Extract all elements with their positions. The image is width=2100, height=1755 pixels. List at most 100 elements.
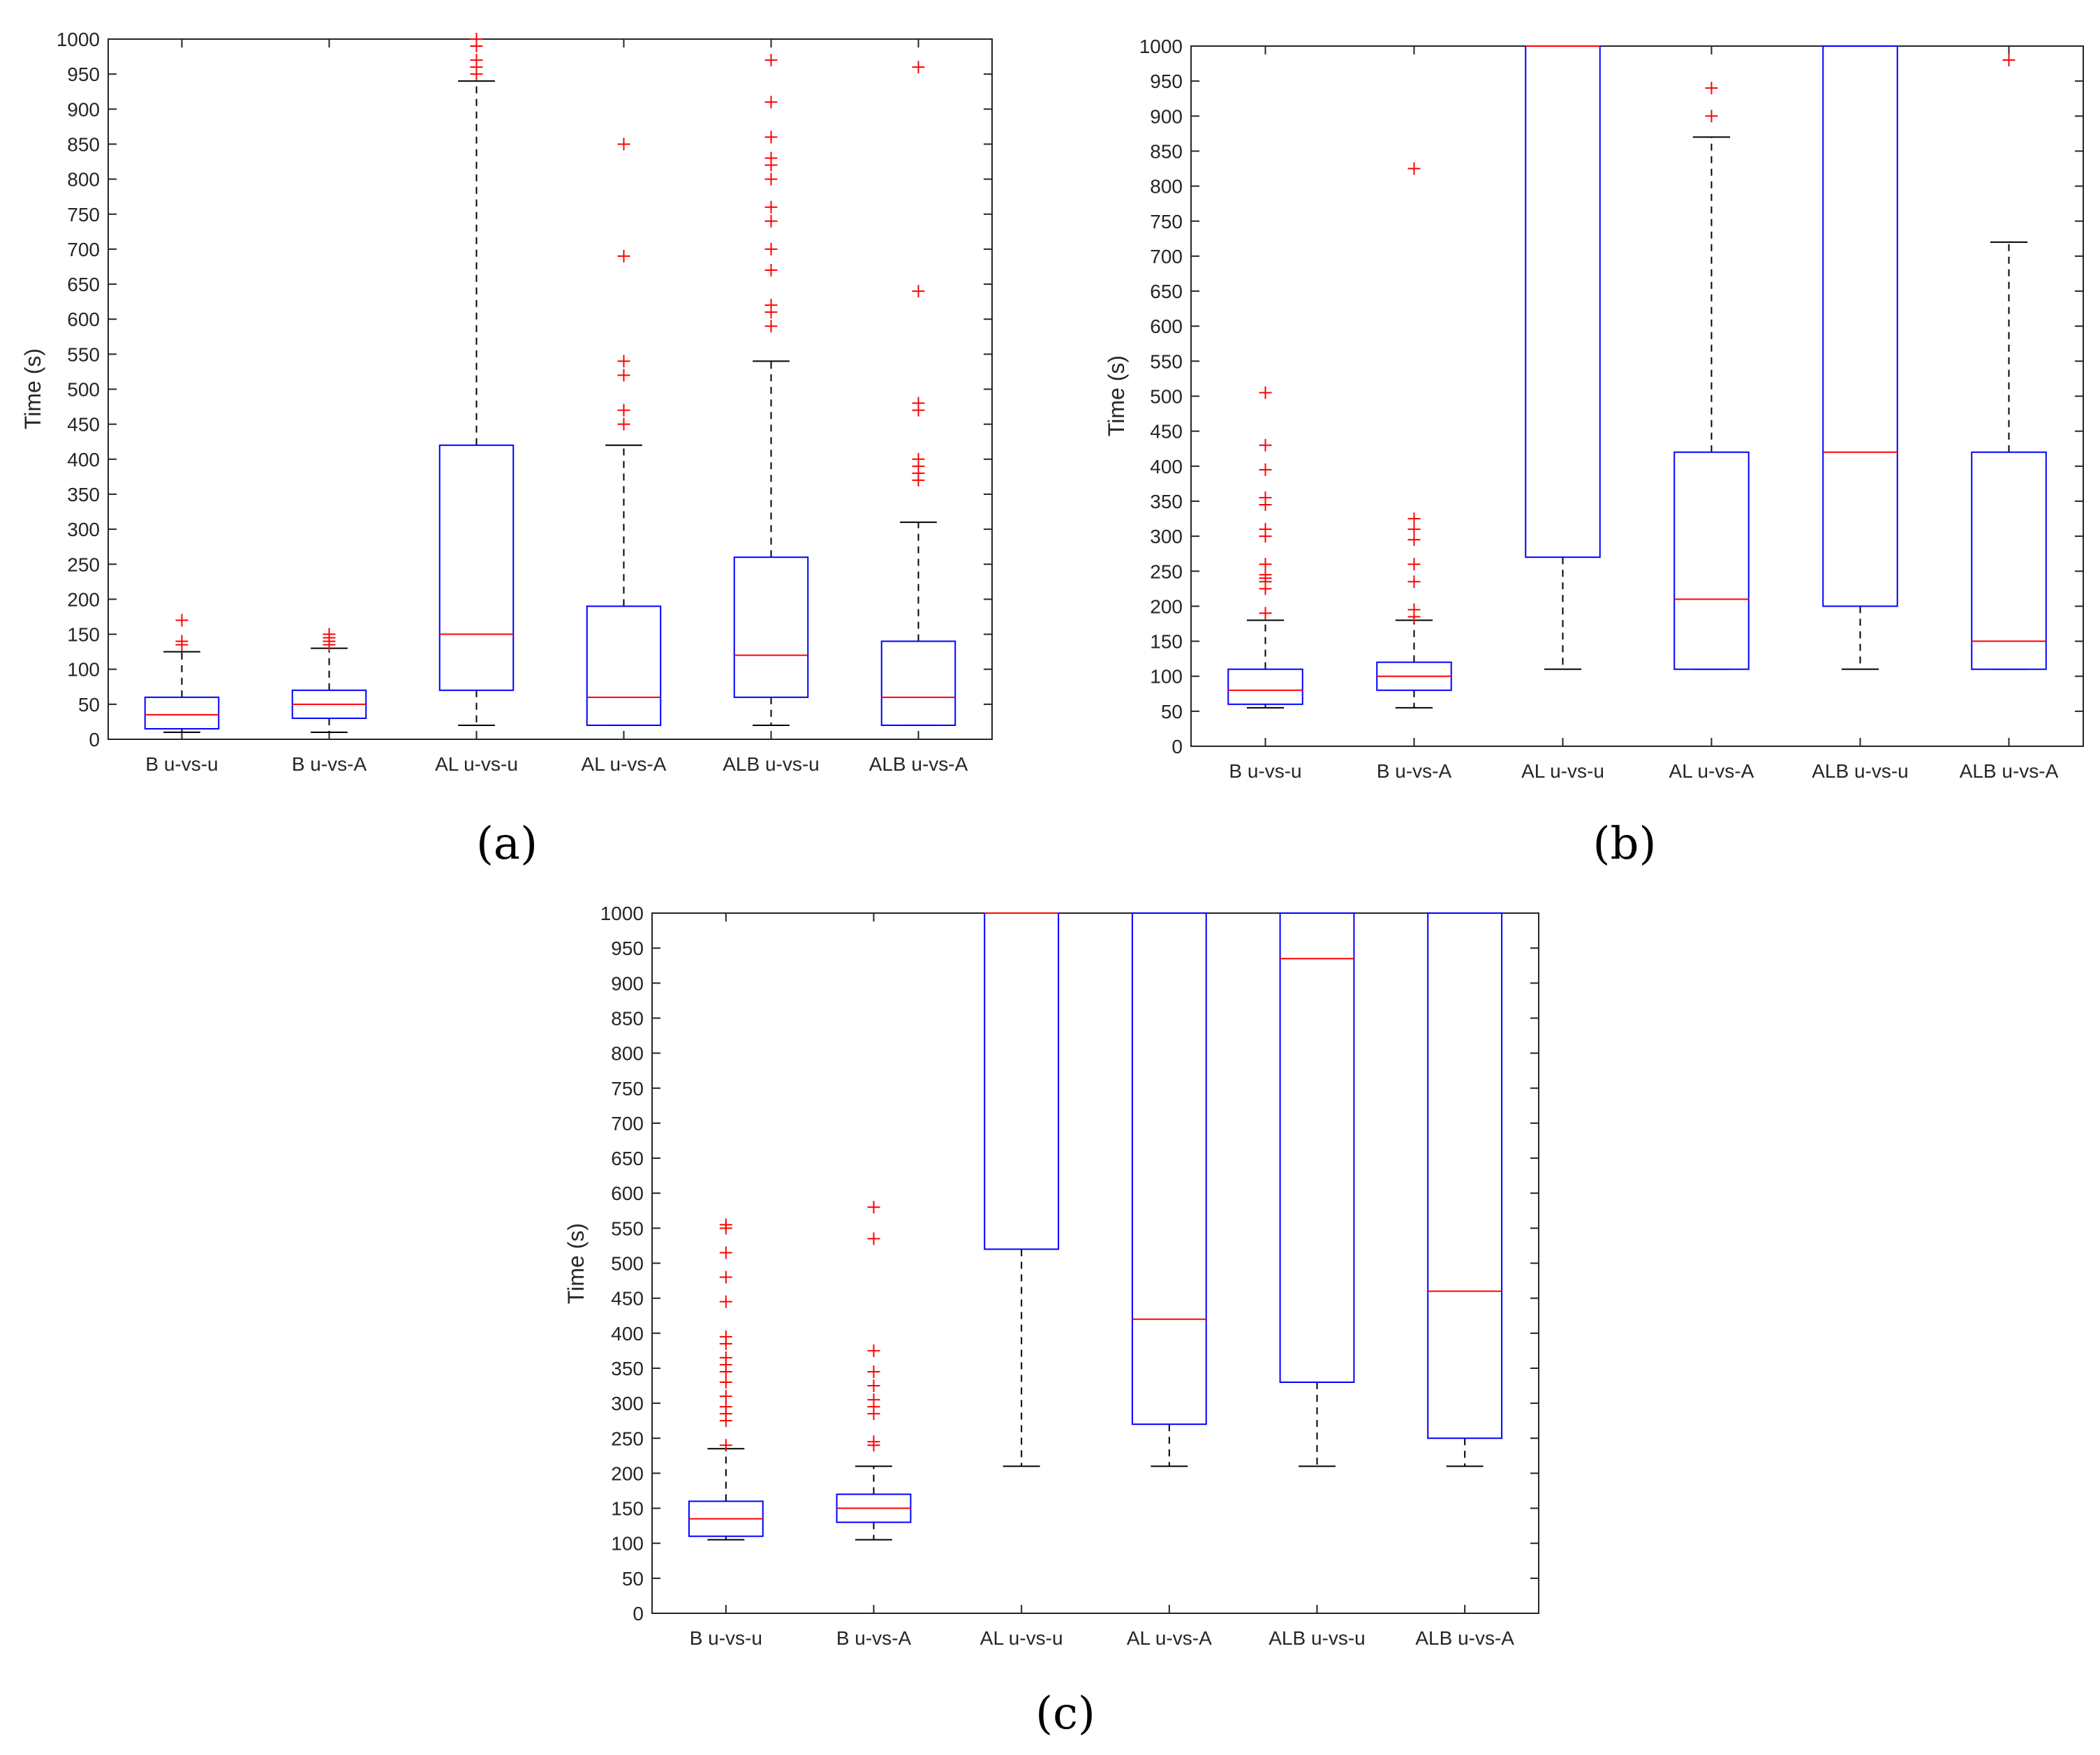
y-tick-label: 550 [611,1217,644,1239]
x-tick-label: B u-vs-A [292,753,367,775]
y-tick-label: 50 [1161,701,1183,723]
box-5 [733,54,809,726]
panel-a: Time (s) (a) 0 50 100 150 200 250 300 350 400 450… [20,29,993,870]
box-4 [1131,912,1207,1467]
y-tick-label: 50 [622,1568,644,1590]
y-tick-label: 300 [67,519,100,540]
y-tick-label: 0 [633,1603,644,1624]
outlier-marker [1407,162,1421,175]
outlier-marker [1259,607,1272,620]
outlier-marker [2002,54,2016,67]
outlier-marker [867,1232,880,1245]
outlier-marker [1705,82,1718,95]
outlier-marker [764,54,778,67]
outlier-marker [867,1365,880,1378]
y-tick-label: 400 [611,1323,644,1345]
x-tick-label: ALB u-vs-u [1269,1627,1366,1649]
outlier-marker [867,1379,880,1393]
y-tick-label: 100 [611,1533,644,1555]
iqr-box [1427,912,1503,1439]
box-6 [1427,912,1503,1467]
panel-c: Time (s) (c) 0 50 100 150 200 250 300 350 400 450… [563,903,1539,1740]
y-tick-label: 700 [1150,246,1183,267]
outlier-marker [1259,491,1272,504]
y-tick-label: 800 [67,169,100,191]
x-tick-label: AL u-vs-u [980,1627,1063,1649]
iqr-box [1279,912,1355,1384]
box-4 [586,138,662,726]
y-tick-label: 500 [67,379,100,401]
panel-label: (b) [1593,818,1657,870]
box-2 [1376,162,1452,709]
y-tick-label: 800 [1150,176,1183,198]
y-tick-label: 700 [67,239,100,260]
outlier-marker [764,242,778,256]
y-tick-label: 250 [67,554,100,575]
y-tick-label: 750 [611,1078,644,1099]
y-tick-label: 250 [611,1428,644,1449]
outlier-marker [1705,110,1718,123]
box-6 [1971,54,2047,670]
x-tick-label: ALB u-vs-A [869,753,968,775]
y-tick-label: 400 [67,449,100,471]
outlier-marker [912,61,925,74]
y-tick-label: 450 [1150,421,1183,443]
plot-frame [651,912,1539,1614]
y-tick-label: 350 [67,484,100,505]
panel-label: (c) [1035,1688,1095,1740]
y-tick-label: 650 [67,274,100,295]
outlier-marker [719,1439,732,1452]
outlier-marker [470,54,483,67]
y-tick-label: 650 [1150,281,1183,302]
y-tick-label: 150 [611,1498,644,1520]
box-4 [1673,82,1750,670]
outlier-marker [1259,386,1272,399]
outlier-marker [1407,523,1421,536]
y-tick-label: 750 [1150,211,1183,232]
y-tick-label: 300 [611,1393,644,1414]
y-tick-label: 600 [1150,316,1183,337]
y-tick-label: 650 [611,1148,644,1169]
box-2 [836,1201,912,1541]
box-1 [688,1218,764,1541]
iqr-box [880,640,956,726]
outlier-marker [764,263,778,276]
y-tick-label: 600 [67,309,100,330]
y-tick-label: 200 [1150,595,1183,617]
iqr-box [438,444,515,691]
y-tick-label: 0 [89,729,100,750]
x-tick-label: B u-vs-A [836,1627,912,1649]
iqr-box [733,556,809,698]
y-tick-label: 800 [611,1043,644,1065]
outlier-marker [764,96,778,109]
box-3 [1525,45,1601,670]
plot-frame [1190,45,2084,747]
x-tick-label: B u-vs-u [690,1627,762,1649]
iqr-box [1131,912,1207,1426]
y-tick-label: 500 [1150,386,1183,408]
outlier-marker [175,635,188,648]
outlier-marker [323,628,336,641]
outlier-marker [719,1295,732,1308]
panel-b: Time (s) (b) 0 50 100 150 200 250 300 350 400 450… [1104,36,2084,870]
outlier-marker [912,285,925,298]
box-2 [291,628,367,733]
y-tick-label: 400 [1150,456,1183,477]
y-tick-label: 600 [611,1183,644,1204]
y-tick-label: 450 [611,1288,644,1310]
y-axis-label: Time (s) [20,348,45,429]
iqr-box [1525,45,1601,558]
y-tick-label: 850 [1150,140,1183,162]
outlier-marker [764,172,778,186]
outlier-marker [764,200,778,214]
y-tick-label: 550 [67,343,100,365]
outlier-marker [764,214,778,228]
x-tick-label: ALB u-vs-A [1415,1627,1514,1649]
y-tick-label: 1000 [57,29,100,50]
outlier-marker [912,452,925,466]
box-5 [1822,45,1898,670]
y-tick-label: 350 [611,1358,644,1379]
y-tick-label: 900 [1150,105,1183,127]
outlier-marker [175,614,188,627]
outlier-marker [1407,512,1421,526]
